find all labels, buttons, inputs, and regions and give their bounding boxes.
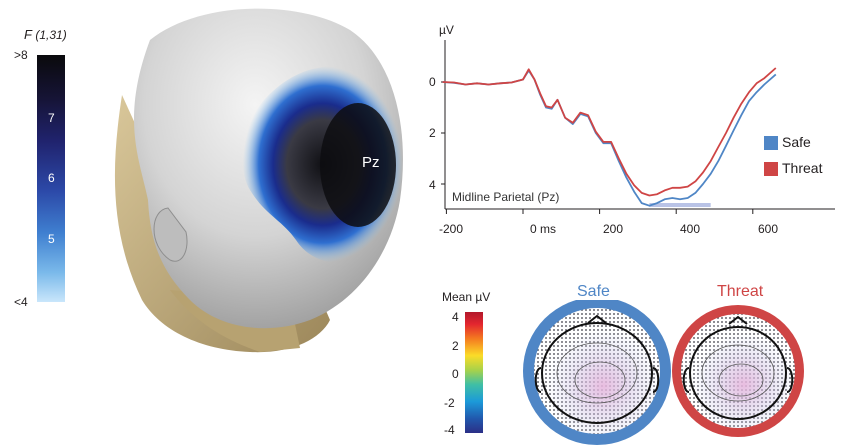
fscale-tick-5: 5: [48, 232, 55, 246]
erp-xtick-0: 0 ms: [530, 222, 557, 236]
legend-label-threat: Threat: [782, 160, 823, 176]
fscale-colorbar: [37, 55, 65, 302]
fscale-bottom-label: <4: [14, 295, 28, 309]
topo-colorbar: [465, 312, 483, 433]
legend-swatch-threat: [764, 162, 778, 176]
head-render: [114, 8, 403, 353]
erp-ytick-4: 4: [429, 178, 436, 192]
topo-cb-tick-4: 4: [452, 310, 459, 324]
erp-xtick-200: 200: [603, 222, 624, 236]
fscale-tick-7: 7: [48, 111, 55, 125]
topo-map-threat: [672, 305, 804, 437]
erp-xtick-neg200: -200: [439, 222, 464, 236]
fscale-tick-6: 6: [48, 171, 55, 185]
topo-maps: [523, 300, 804, 445]
erp-xtick-400: 400: [680, 222, 701, 236]
legend-swatch-safe: [764, 136, 778, 150]
topo-cb-tick-2: 2: [452, 339, 459, 353]
activation-core: [320, 103, 396, 227]
ear-shape: [153, 207, 188, 262]
erp-chart: [441, 40, 835, 214]
erp-line-threat: [442, 67, 777, 197]
topo-colorbar-title: Mean µV: [442, 290, 491, 304]
erp-ytick-2: 2: [429, 126, 436, 140]
legend-label-safe: Safe: [782, 134, 811, 150]
fscale-title: F (1,31): [24, 27, 67, 42]
fscale-top-label: >8: [14, 48, 28, 62]
topo-cb-tick-neg2: -2: [444, 396, 455, 410]
erp-ytick-0: 0: [429, 75, 436, 89]
erp-xtick-600: 600: [758, 222, 779, 236]
topo-nose-threat: [728, 315, 748, 325]
topo-label-safe: Safe: [577, 283, 610, 300]
topo-cb-tick-0: 0: [452, 367, 459, 381]
topo-cb-tick-neg4: -4: [444, 423, 455, 437]
fscale-title-sub: (1,31): [35, 28, 67, 42]
fscale-title-main: F: [24, 27, 32, 42]
erp-line-safe: [442, 69, 777, 207]
topo-nose-safe: [587, 314, 607, 324]
erp-highlight-interval: [649, 203, 711, 207]
topo-label-threat: Threat: [717, 283, 764, 300]
electrode-label-pz: Pz: [362, 154, 380, 171]
topo-map-safe: [523, 300, 671, 445]
erp-annotation: Midline Parietal (Pz): [452, 190, 560, 204]
erp-ylabel: µV: [439, 23, 454, 37]
